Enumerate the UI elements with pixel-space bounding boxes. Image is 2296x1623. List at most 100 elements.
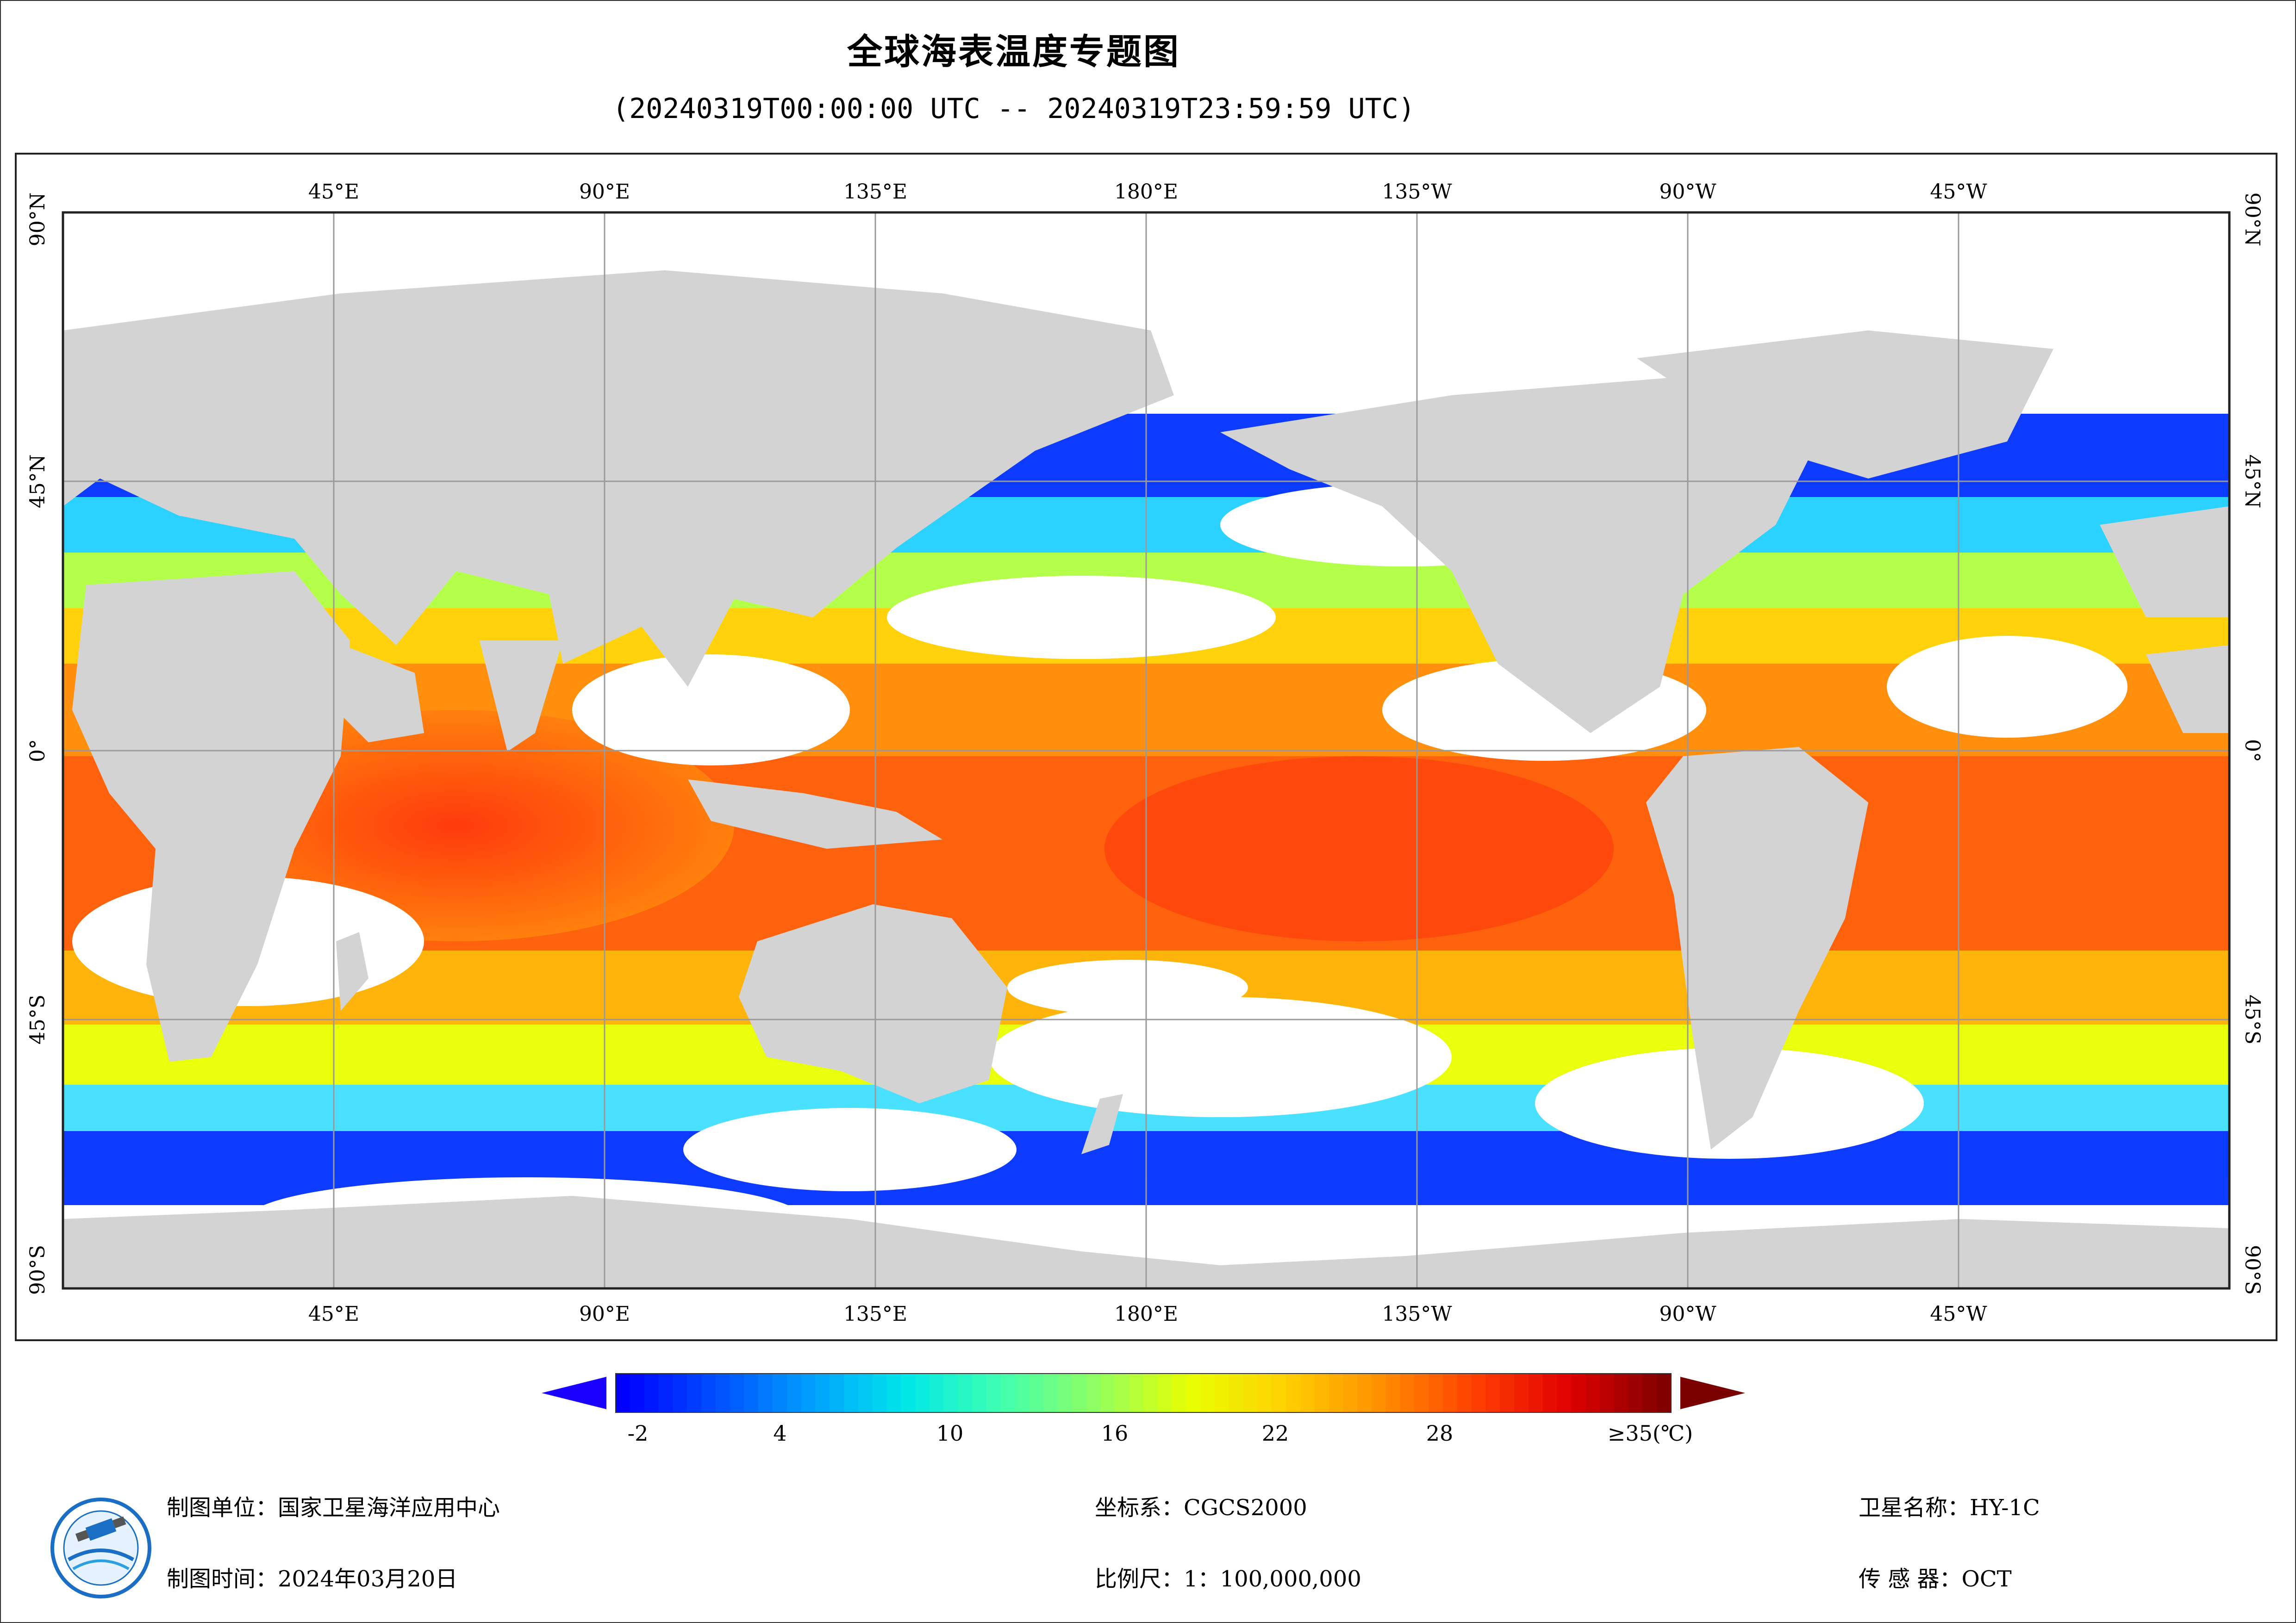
sst-map: 45°E 90°E 135°E 180°E 135°W 90°W 45°W 45…	[26, 180, 2264, 1326]
left-lat-labels: 90°N 45°N 0° 45°S 90°S	[26, 193, 50, 1295]
legend-cell	[1115, 1374, 1129, 1412]
sensor-label: 传 感 器：OCT	[1859, 1566, 2012, 1592]
bottom-lon-labels: 45°E 90°E 135°E 180°E 135°W 90°W 45°W	[308, 1302, 1987, 1326]
legend-cell	[958, 1374, 973, 1412]
south-america	[1646, 747, 1868, 1150]
legend-cell	[1599, 1374, 1615, 1412]
time-range-subtitle: (20240319T00:00:00 UTC -- 20240319T23:59…	[612, 93, 1415, 125]
legend-tick: 28	[1426, 1421, 1454, 1446]
legend-cell	[1029, 1374, 1044, 1412]
left-lat-label: 45°N	[26, 454, 50, 509]
legend-cell	[1371, 1374, 1386, 1412]
map-title: 全球海表温度专题图	[847, 31, 1180, 72]
legend-cell	[915, 1374, 930, 1412]
legend-cell	[929, 1374, 944, 1412]
legend-border	[615, 1373, 1672, 1413]
legend-cell	[972, 1374, 987, 1412]
legend-cell	[658, 1374, 673, 1412]
legend-cell	[673, 1374, 687, 1412]
bottom-lon-label: 90°W	[1659, 1302, 1716, 1326]
legend-tick: 10	[936, 1421, 964, 1446]
legend-cell	[1542, 1374, 1558, 1412]
legend-cell	[1500, 1374, 1515, 1412]
legend-cell	[886, 1374, 901, 1412]
legend-cell	[1043, 1374, 1058, 1412]
legend-cell	[1485, 1374, 1500, 1412]
legend-tick: 4	[773, 1421, 787, 1446]
legend-cell	[1429, 1374, 1443, 1412]
legend-cell	[1143, 1374, 1158, 1412]
legend-cell	[1200, 1374, 1215, 1412]
legend-cell	[843, 1374, 859, 1412]
legend-cell	[1443, 1374, 1458, 1412]
top-lon-label: 135°E	[843, 180, 907, 204]
left-lat-label: 45°S	[26, 995, 50, 1045]
right-lat-label: 0°	[2240, 739, 2264, 762]
legend-tick: 16	[1101, 1421, 1129, 1446]
right-lat-label: 90°N	[2240, 193, 2264, 247]
legend-cell	[986, 1374, 1001, 1412]
new-zealand	[1081, 1094, 1123, 1154]
legend-cell	[815, 1374, 830, 1412]
org-label: 制图单位：国家卫星海洋应用中心	[167, 1495, 500, 1521]
color-legend: -2 4 10 16 22 28 ≥35(℃)	[542, 1370, 1745, 1446]
bottom-lon-label: 45°E	[308, 1302, 359, 1326]
legend-cell	[1414, 1374, 1429, 1412]
inner-map-border	[62, 211, 2231, 1290]
africa	[72, 571, 350, 1062]
madagascar	[336, 932, 368, 1011]
legend-cell	[1129, 1374, 1144, 1412]
legend-cell	[1343, 1374, 1358, 1412]
legend-cell	[1300, 1374, 1315, 1412]
legend-cell	[786, 1374, 802, 1412]
date-label: 制图时间：2024年03月20日	[167, 1566, 458, 1592]
bottom-lon-label: 135°E	[843, 1302, 907, 1326]
legend-cell	[1257, 1374, 1272, 1412]
legend-tick: 22	[1261, 1421, 1289, 1446]
legend-cell	[758, 1374, 773, 1412]
legend-bar	[542, 1373, 1745, 1413]
bottom-lon-label: 45°W	[1930, 1302, 1987, 1326]
legend-cell	[616, 1374, 630, 1412]
top-lon-label: 180°E	[1114, 180, 1178, 204]
legend-cell	[1215, 1374, 1229, 1412]
legend-max-arrow	[1680, 1377, 1745, 1409]
top-lon-labels: 45°E 90°E 135°E 180°E 135°W 90°W 45°W	[308, 180, 1987, 204]
legend-cell	[1015, 1374, 1030, 1412]
graticule	[63, 212, 2229, 1288]
legend-cell	[858, 1374, 873, 1412]
legend-cell	[1557, 1374, 1572, 1412]
legend-cell	[1072, 1374, 1087, 1412]
legend-cell	[1272, 1374, 1286, 1412]
scale-label: 比例尺：1：100,000,000	[1095, 1566, 1361, 1592]
crs-label: 坐标系：CGCS2000	[1095, 1495, 1307, 1521]
legend-cell	[1385, 1374, 1401, 1412]
legend-cell	[644, 1374, 659, 1412]
eurasia	[63, 270, 1174, 687]
legend-cell	[1514, 1374, 1529, 1412]
left-lat-label: 90°N	[26, 193, 50, 247]
nsoas-logo	[50, 1498, 151, 1598]
greenland	[1637, 330, 2053, 479]
legend-cell	[1585, 1374, 1600, 1412]
legend-cell	[1243, 1374, 1258, 1412]
legend-cell	[1157, 1374, 1173, 1412]
right-lat-label: 90°S	[2240, 1245, 2264, 1295]
legend-cell	[1058, 1374, 1073, 1412]
legend-cell	[1571, 1374, 1586, 1412]
legend-cell	[1172, 1374, 1187, 1412]
legend-cells	[615, 1373, 1672, 1413]
europe	[2100, 506, 2229, 617]
legend-min-arrow	[542, 1377, 606, 1409]
top-lon-label: 90°W	[1659, 180, 1716, 204]
legend-cell	[1400, 1374, 1415, 1412]
left-lat-label: 0°	[26, 739, 50, 762]
legend-tick: ≥35(℃)	[1607, 1421, 1693, 1446]
legend-cell	[1471, 1374, 1486, 1412]
legend-cell	[872, 1374, 887, 1412]
legend-cell	[1000, 1374, 1016, 1412]
top-lon-label: 135°W	[1382, 180, 1452, 204]
legend-cell	[701, 1374, 716, 1412]
legend-cell	[1229, 1374, 1244, 1412]
